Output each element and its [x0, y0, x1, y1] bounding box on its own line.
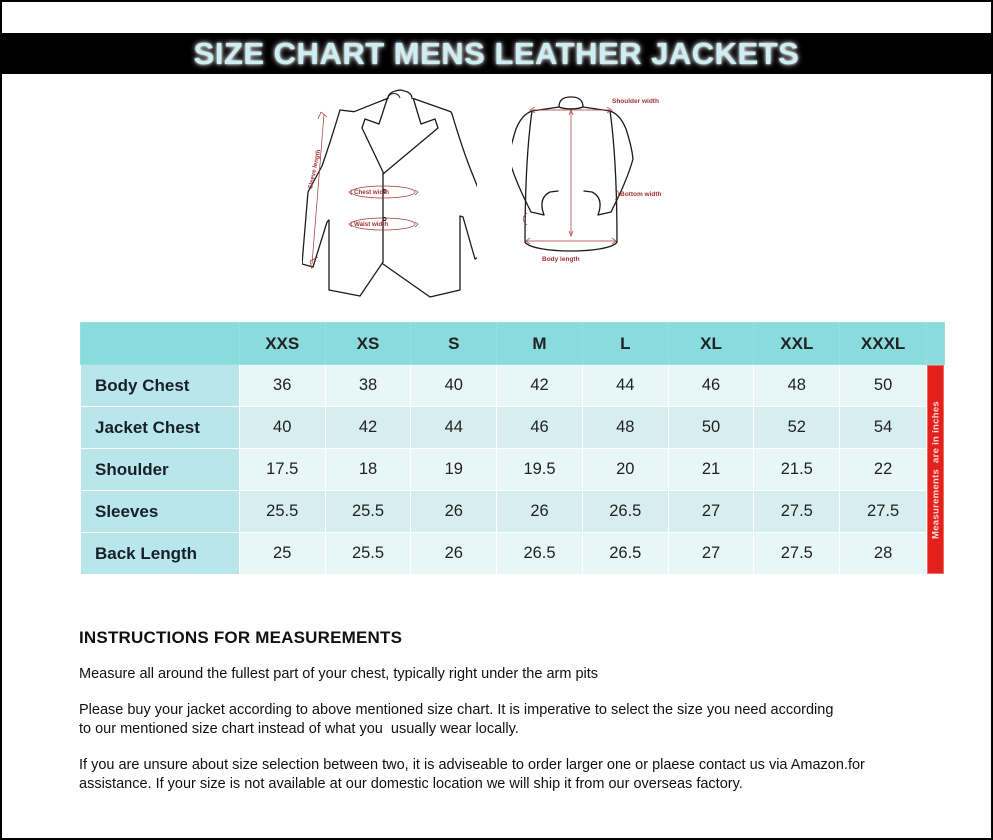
- svg-text:Chest width: Chest width: [354, 189, 389, 196]
- svg-text:Waist width: Waist width: [354, 221, 388, 228]
- svg-text:Shoulder width: Shoulder width: [612, 98, 659, 105]
- svg-text:Body length: Body length: [542, 256, 580, 263]
- svg-text:Bottom width: Bottom width: [620, 191, 662, 198]
